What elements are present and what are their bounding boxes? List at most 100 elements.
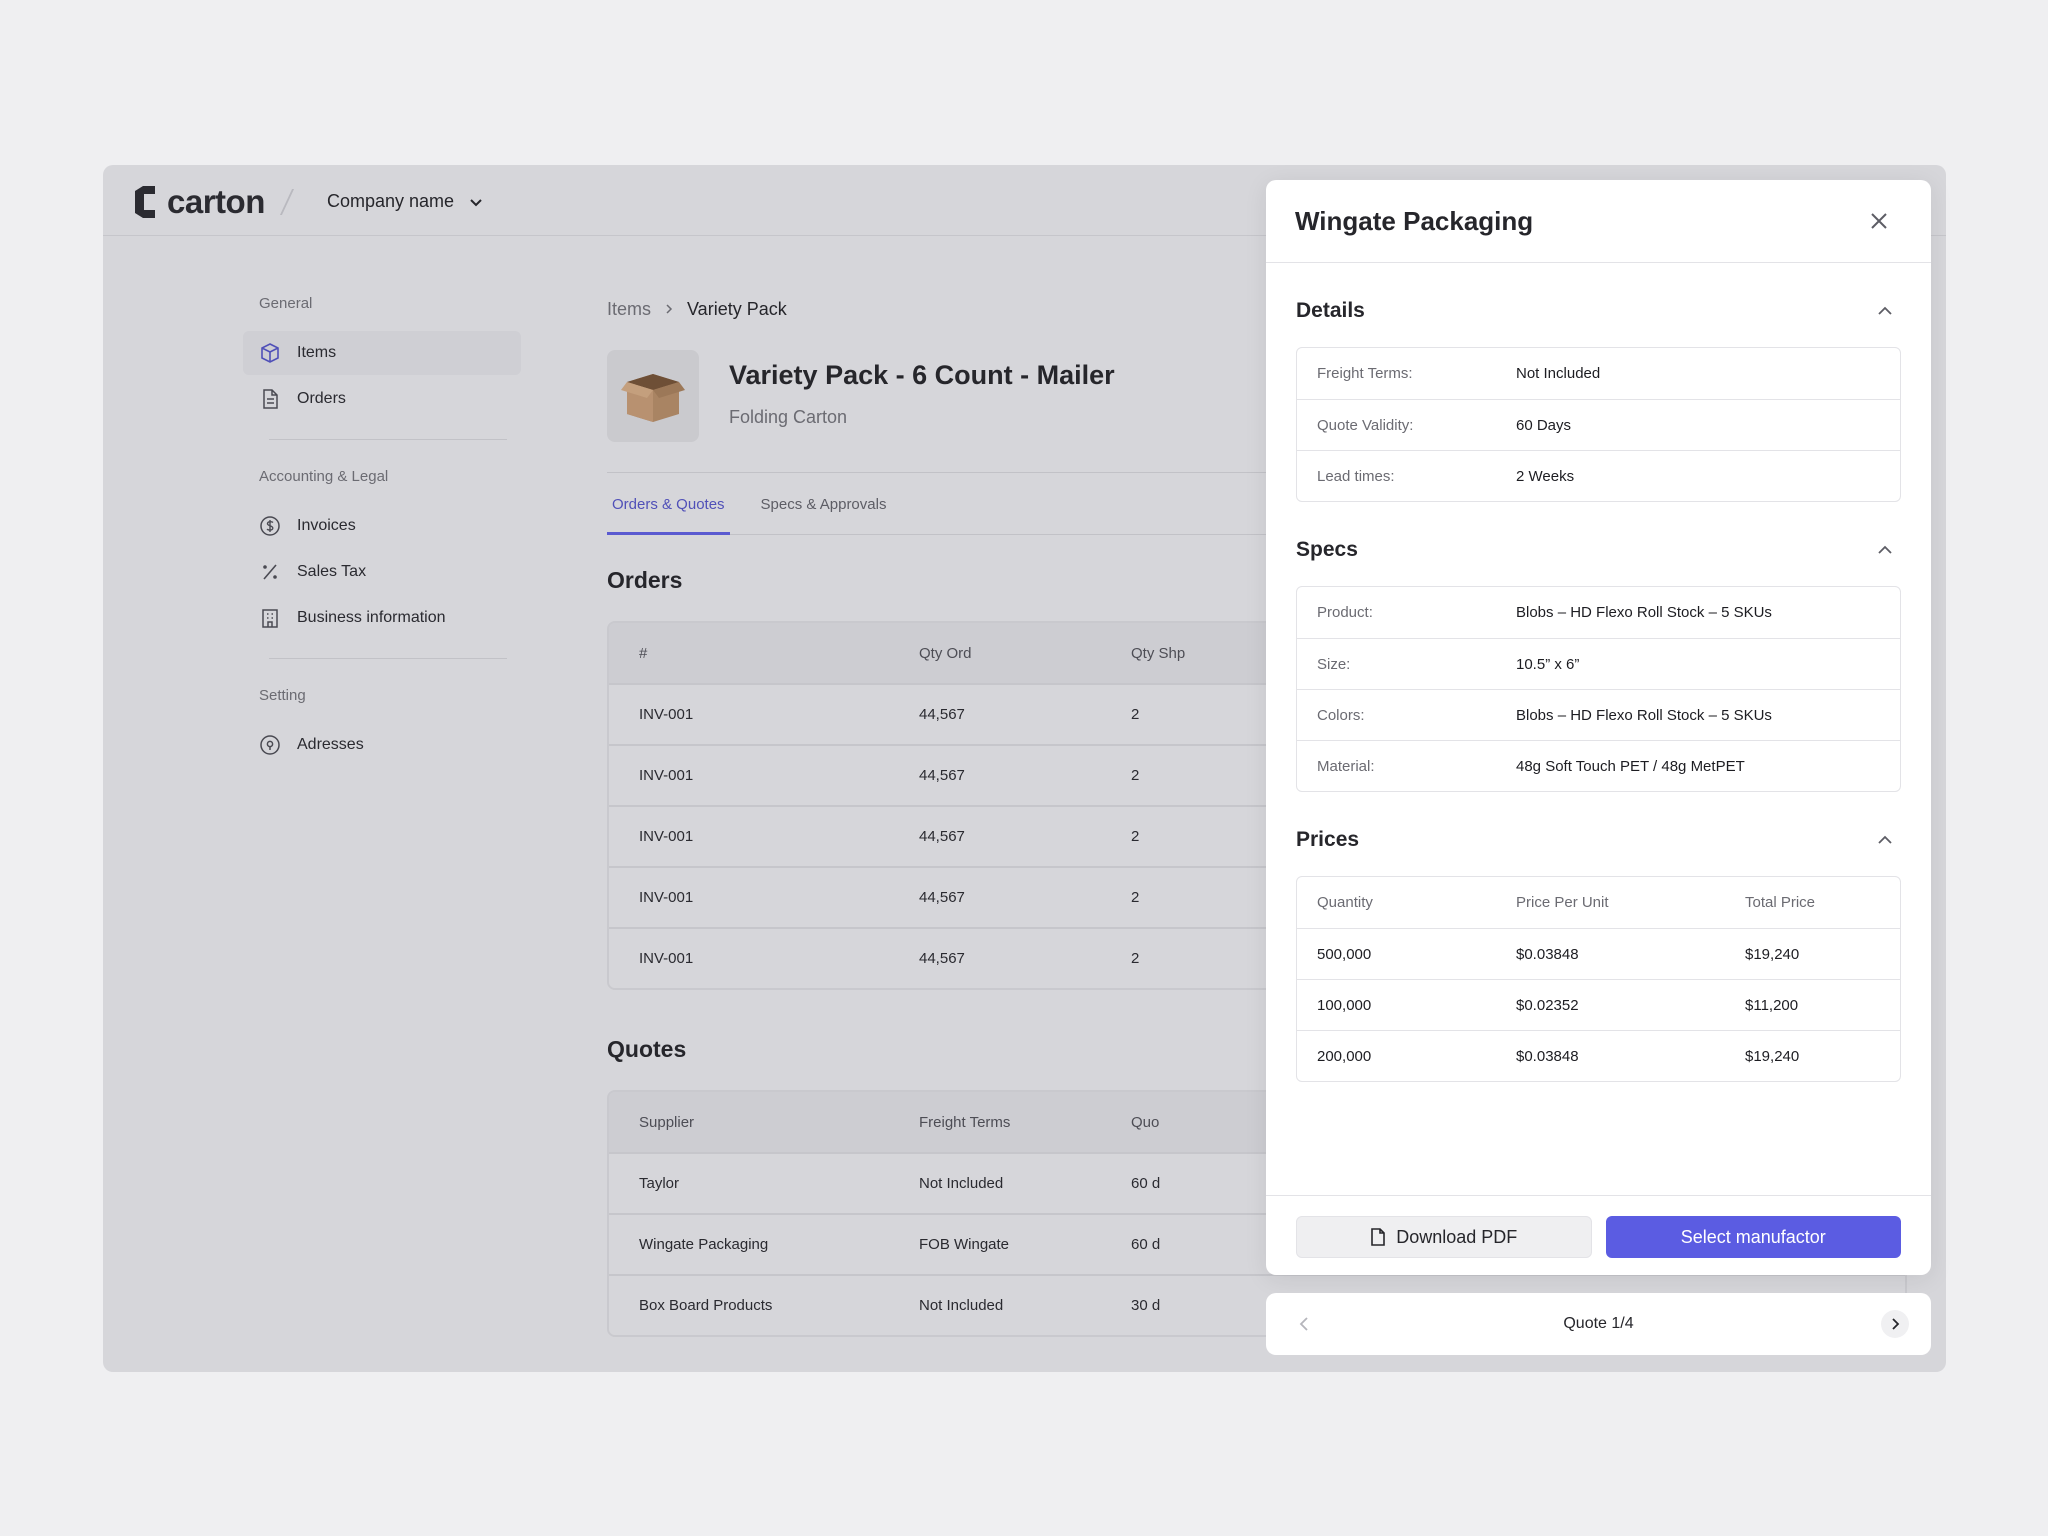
pager-label: Quote 1/4: [1563, 1315, 1634, 1332]
quote-detail-panel: Wingate Packaging Details Freight Terms:…: [1266, 180, 1931, 1275]
company-name: Company name: [327, 191, 455, 211]
panel-title: Wingate Packaging: [1295, 206, 1534, 236]
sidebar-item-label: Sales Tax: [297, 563, 367, 580]
prices-header-row: Quantity Price Per Unit Total Price: [1297, 877, 1900, 928]
carton-logo-icon: [135, 186, 155, 218]
column-header[interactable]: Supplier: [639, 1113, 695, 1131]
sidebar-divider: [269, 658, 507, 659]
spec-row: Colors: Blobs – HD Flexo Roll Stock – 5 …: [1297, 689, 1900, 740]
document-icon: [263, 389, 278, 409]
chevron-left-icon[interactable]: [1292, 1312, 1316, 1336]
price-row: 200,000 $0.03848 $19,240: [1297, 1030, 1900, 1081]
table-cell: 60 d: [1131, 1175, 1161, 1192]
spec-value: 10.5” x 6”: [1516, 655, 1580, 673]
sidebar-item-label: Adresses: [297, 736, 364, 753]
spec-row: Product: Blobs – HD Flexo Roll Stock – 5…: [1297, 587, 1900, 638]
spec-row: Size: 10.5” x 6”: [1297, 638, 1900, 689]
column-header: Price Per Unit: [1516, 894, 1609, 911]
chevron-up-icon[interactable]: [1875, 540, 1895, 560]
price-quantity: 500,000: [1317, 945, 1372, 963]
chevron-up-icon[interactable]: [1875, 301, 1895, 321]
prices-section: Prices Quantity Price Per Unit Total Pri…: [1266, 792, 1931, 1082]
sidebar-item-sales-tax[interactable]: Sales Tax: [243, 550, 521, 594]
breadcrumb-root[interactable]: Items: [607, 298, 652, 319]
column-header: Total Price: [1745, 894, 1816, 911]
product-thumbnail: [607, 350, 699, 442]
quote-pager: Quote 1/4: [1266, 1293, 1931, 1355]
column-header[interactable]: Quo: [1131, 1113, 1160, 1131]
column-header: Quantity: [1317, 894, 1373, 911]
detail-key: Quote Validity:: [1317, 416, 1414, 434]
specs-section: Specs Product: Blobs – HD Flexo Roll Sto…: [1266, 502, 1931, 792]
header-divider: [607, 472, 1907, 473]
specs-list: Product: Blobs – HD Flexo Roll Stock – 5…: [1296, 586, 1901, 792]
price-per-unit: $0.03848: [1516, 945, 1579, 963]
table-cell: 60 d: [1131, 1236, 1161, 1253]
table-cell: Not Included: [919, 1175, 1004, 1192]
table-cell: 44,567: [919, 889, 965, 906]
tab-orders-quotes[interactable]: Orders & Quotes: [607, 473, 730, 535]
prices-header[interactable]: Prices: [1296, 792, 1901, 876]
select-manufacturer-button[interactable]: Select manufactor: [1605, 1216, 1901, 1258]
details-header[interactable]: Details: [1296, 263, 1901, 347]
logo-text: carton: [167, 183, 265, 220]
column-header[interactable]: Qty Ord: [919, 644, 972, 662]
sidebar-item-label: Business information: [297, 609, 446, 626]
table-cell: 2: [1131, 950, 1140, 967]
spec-value: Blobs – HD Flexo Roll Stock – 5 SKUs: [1516, 604, 1772, 621]
table-cell: 44,567: [919, 767, 965, 784]
sidebar-item-business-information[interactable]: Business information: [243, 596, 521, 640]
close-icon[interactable]: [1867, 209, 1891, 233]
cube-icon: [261, 343, 279, 363]
table-cell: FOB Wingate: [919, 1236, 1010, 1253]
column-header[interactable]: Freight Terms: [919, 1113, 1011, 1131]
chevron-right-icon: [666, 304, 673, 314]
chevron-down-icon: [470, 198, 482, 206]
tab-specs-approvals[interactable]: Specs & Approvals: [760, 496, 887, 513]
table-cell: INV-001: [639, 828, 694, 845]
table-cell: 44,567: [919, 706, 965, 723]
product-title: Variety Pack - 6 Count - Mailer: [729, 360, 1115, 390]
sidebar-item-invoices[interactable]: Invoices: [243, 504, 521, 548]
table-cell: INV-001: [639, 950, 694, 967]
price-row: 100,000 $0.02352 $11,200: [1297, 979, 1900, 1030]
chevron-right-icon: [1892, 1318, 1900, 1330]
sidebar-divider: [269, 439, 507, 440]
next-quote-button[interactable]: [1881, 1310, 1909, 1338]
breadcrumb: Items Variety Pack: [607, 295, 1907, 323]
company-selector[interactable]: Company name: [327, 191, 484, 212]
details-section: Details Freight Terms: Not Included Quot…: [1266, 263, 1931, 502]
sidebar-item-label: Invoices: [297, 517, 356, 534]
table-cell: 30 d: [1131, 1297, 1161, 1314]
table-cell: 2: [1131, 767, 1140, 784]
sidebar-item-orders[interactable]: Orders: [243, 377, 521, 421]
top-bar: carton Company name: [103, 165, 1946, 236]
detail-row: Lead times: 2 Weeks: [1297, 450, 1900, 501]
price-total: $19,240: [1745, 1047, 1800, 1065]
table-cell: 44,567: [919, 950, 965, 967]
price-row: 500,000 $0.03848 $19,240: [1297, 928, 1900, 979]
spec-key: Product:: [1317, 604, 1373, 621]
download-pdf-button[interactable]: Download PDF: [1296, 1216, 1592, 1258]
column-header[interactable]: Qty Shp: [1131, 644, 1186, 662]
price-quantity: 200,000: [1317, 1047, 1372, 1065]
product-header: Variety Pack - 6 Count - Mailer Folding …: [607, 350, 1907, 442]
price-total: $11,200: [1745, 996, 1799, 1014]
logo[interactable]: carton: [131, 183, 265, 221]
spec-key: Material:: [1317, 757, 1375, 775]
breadcrumb-current: Variety Pack: [687, 298, 787, 319]
specs-header[interactable]: Specs: [1296, 502, 1901, 586]
sidebar-section-setting: Setting: [259, 687, 306, 704]
building-icon: [262, 609, 278, 628]
sidebar-item-label: Items: [297, 344, 337, 361]
spec-key: Size:: [1317, 655, 1351, 673]
table-cell: Box Board Products: [639, 1297, 773, 1314]
sidebar-item-adresses[interactable]: Adresses: [243, 723, 521, 767]
table-cell: INV-001: [639, 767, 694, 784]
table-cell: INV-001: [639, 706, 694, 723]
divider-slash: [279, 189, 295, 215]
sidebar-item-items[interactable]: Items: [243, 331, 521, 375]
column-header[interactable]: #: [639, 644, 648, 662]
sidebar-item-label: Orders: [297, 390, 346, 407]
chevron-up-icon[interactable]: [1875, 830, 1895, 850]
